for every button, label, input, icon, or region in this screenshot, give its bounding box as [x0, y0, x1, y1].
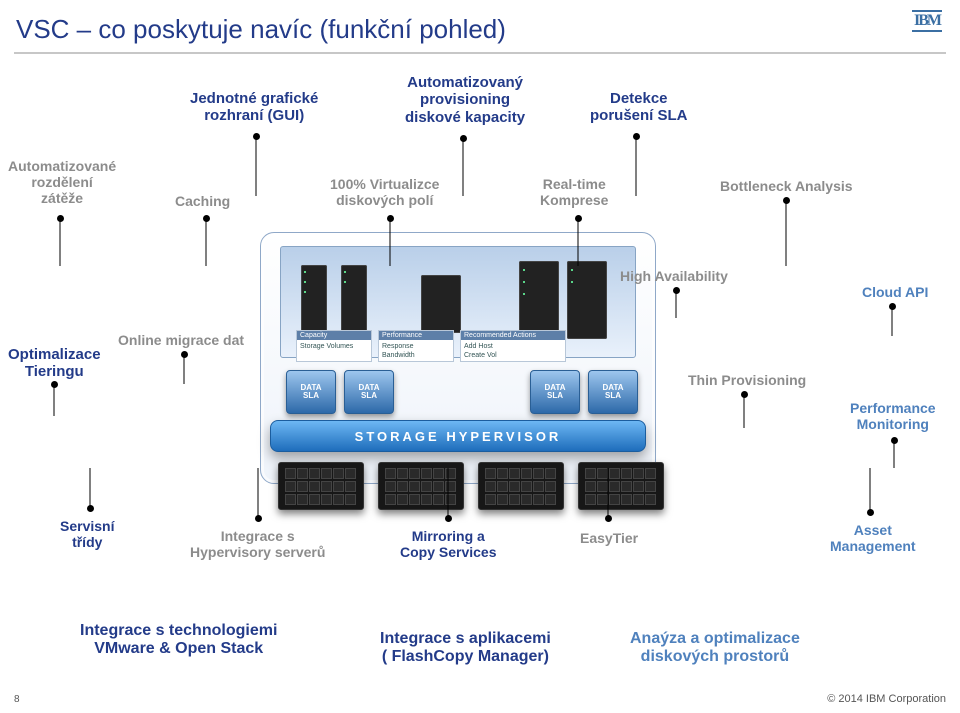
- connector-dot: [605, 515, 612, 522]
- feature-label-detekce: Detekceporušení SLA: [590, 90, 688, 125]
- ibm-logo: IBM: [912, 10, 942, 32]
- data-sla-tile: DATASLA: [530, 370, 580, 414]
- feature-label-perfmon: PerformanceMonitoring: [850, 400, 936, 432]
- connector-dot: [87, 505, 94, 512]
- connector-dot: [253, 133, 260, 140]
- server-rack: [421, 275, 461, 333]
- connector-dot: [203, 215, 210, 222]
- mini-panel: Recommended Actions Add Host Create Vol: [460, 330, 566, 362]
- connector-dot: [181, 351, 188, 358]
- connector-dot: [575, 215, 582, 222]
- copyright: © 2014 IBM Corporation: [827, 693, 946, 705]
- data-sla-tile: DATASLA: [286, 370, 336, 414]
- storage-hypervisor-bar: STORAGE HYPERVISOR: [270, 420, 646, 452]
- connector-dot: [867, 509, 874, 516]
- feature-label-autorozd: Automatizovanérozdělenízátěže: [8, 158, 116, 206]
- server-rack: [301, 265, 327, 337]
- feature-label-mirror: Mirroring aCopy Services: [400, 528, 497, 560]
- feature-label-autoprov: Automatizovanýprovisioningdiskové kapaci…: [405, 74, 525, 126]
- storage-array: [378, 462, 464, 510]
- feature-label-anaopt: Anaýza a optimalizacediskových prostorů: [630, 630, 800, 667]
- connector-dot: [889, 303, 896, 310]
- page-number: 8: [14, 694, 20, 705]
- feature-label-onlinemigr: Online migrace dat: [118, 332, 244, 348]
- feature-label-servtridy: Servisnítřídy: [60, 518, 114, 550]
- feature-label-intvmware: Integrace s technologiemiVMware & Open S…: [80, 622, 277, 659]
- feature-label-assetmgmt: AssetManagement: [830, 522, 916, 554]
- server-rack: [519, 261, 559, 339]
- server-rack: [567, 261, 607, 339]
- server-rack: [341, 265, 367, 337]
- connector-dot: [255, 515, 262, 522]
- storage-array: [578, 462, 664, 510]
- data-sla-tile: DATASLA: [344, 370, 394, 414]
- feature-label-realtime: Real-timeKomprese: [540, 176, 608, 208]
- connector-dot: [891, 437, 898, 444]
- feature-label-intapp: Integrace s aplikacemi( FlashCopy Manage…: [380, 630, 551, 667]
- connector-dot: [633, 133, 640, 140]
- page-title: VSC – co poskytuje navíc (funkční pohled…: [16, 14, 506, 45]
- connector-dot: [673, 287, 680, 294]
- connector-dot: [445, 515, 452, 522]
- feature-label-virtdisk: 100% Virtualizcediskových polí: [330, 176, 439, 208]
- connector-dot: [741, 391, 748, 398]
- feature-label-bottle: Bottleneck Analysis: [720, 178, 853, 194]
- feature-label-inthyper: Integrace sHypervisory serverů: [190, 528, 325, 560]
- connector-dot: [57, 215, 64, 222]
- title-rule: [14, 52, 946, 54]
- feature-label-caching: Caching: [175, 193, 230, 209]
- feature-label-opttier: OptimalizaceTieringu: [8, 346, 101, 381]
- data-sla-tile: DATASLA: [588, 370, 638, 414]
- feature-label-cloudapi: Cloud API: [862, 284, 928, 300]
- feature-label-easytier: EasyTier: [580, 530, 638, 546]
- feature-label-gui: Jednotné grafickérozhraní (GUI): [190, 90, 318, 125]
- mini-panel: PerformanceResponseBandwidth: [378, 330, 454, 362]
- storage-array: [278, 462, 364, 510]
- feature-label-ha: High Availability: [620, 268, 728, 284]
- feature-label-thinprov: Thin Provisioning: [688, 372, 806, 388]
- storage-array: [478, 462, 564, 510]
- connector-dot: [51, 381, 58, 388]
- connector-dot: [783, 197, 790, 204]
- connector-dot: [460, 135, 467, 142]
- mini-panel: CapacityStorage Volumes: [296, 330, 372, 362]
- connector-dot: [387, 215, 394, 222]
